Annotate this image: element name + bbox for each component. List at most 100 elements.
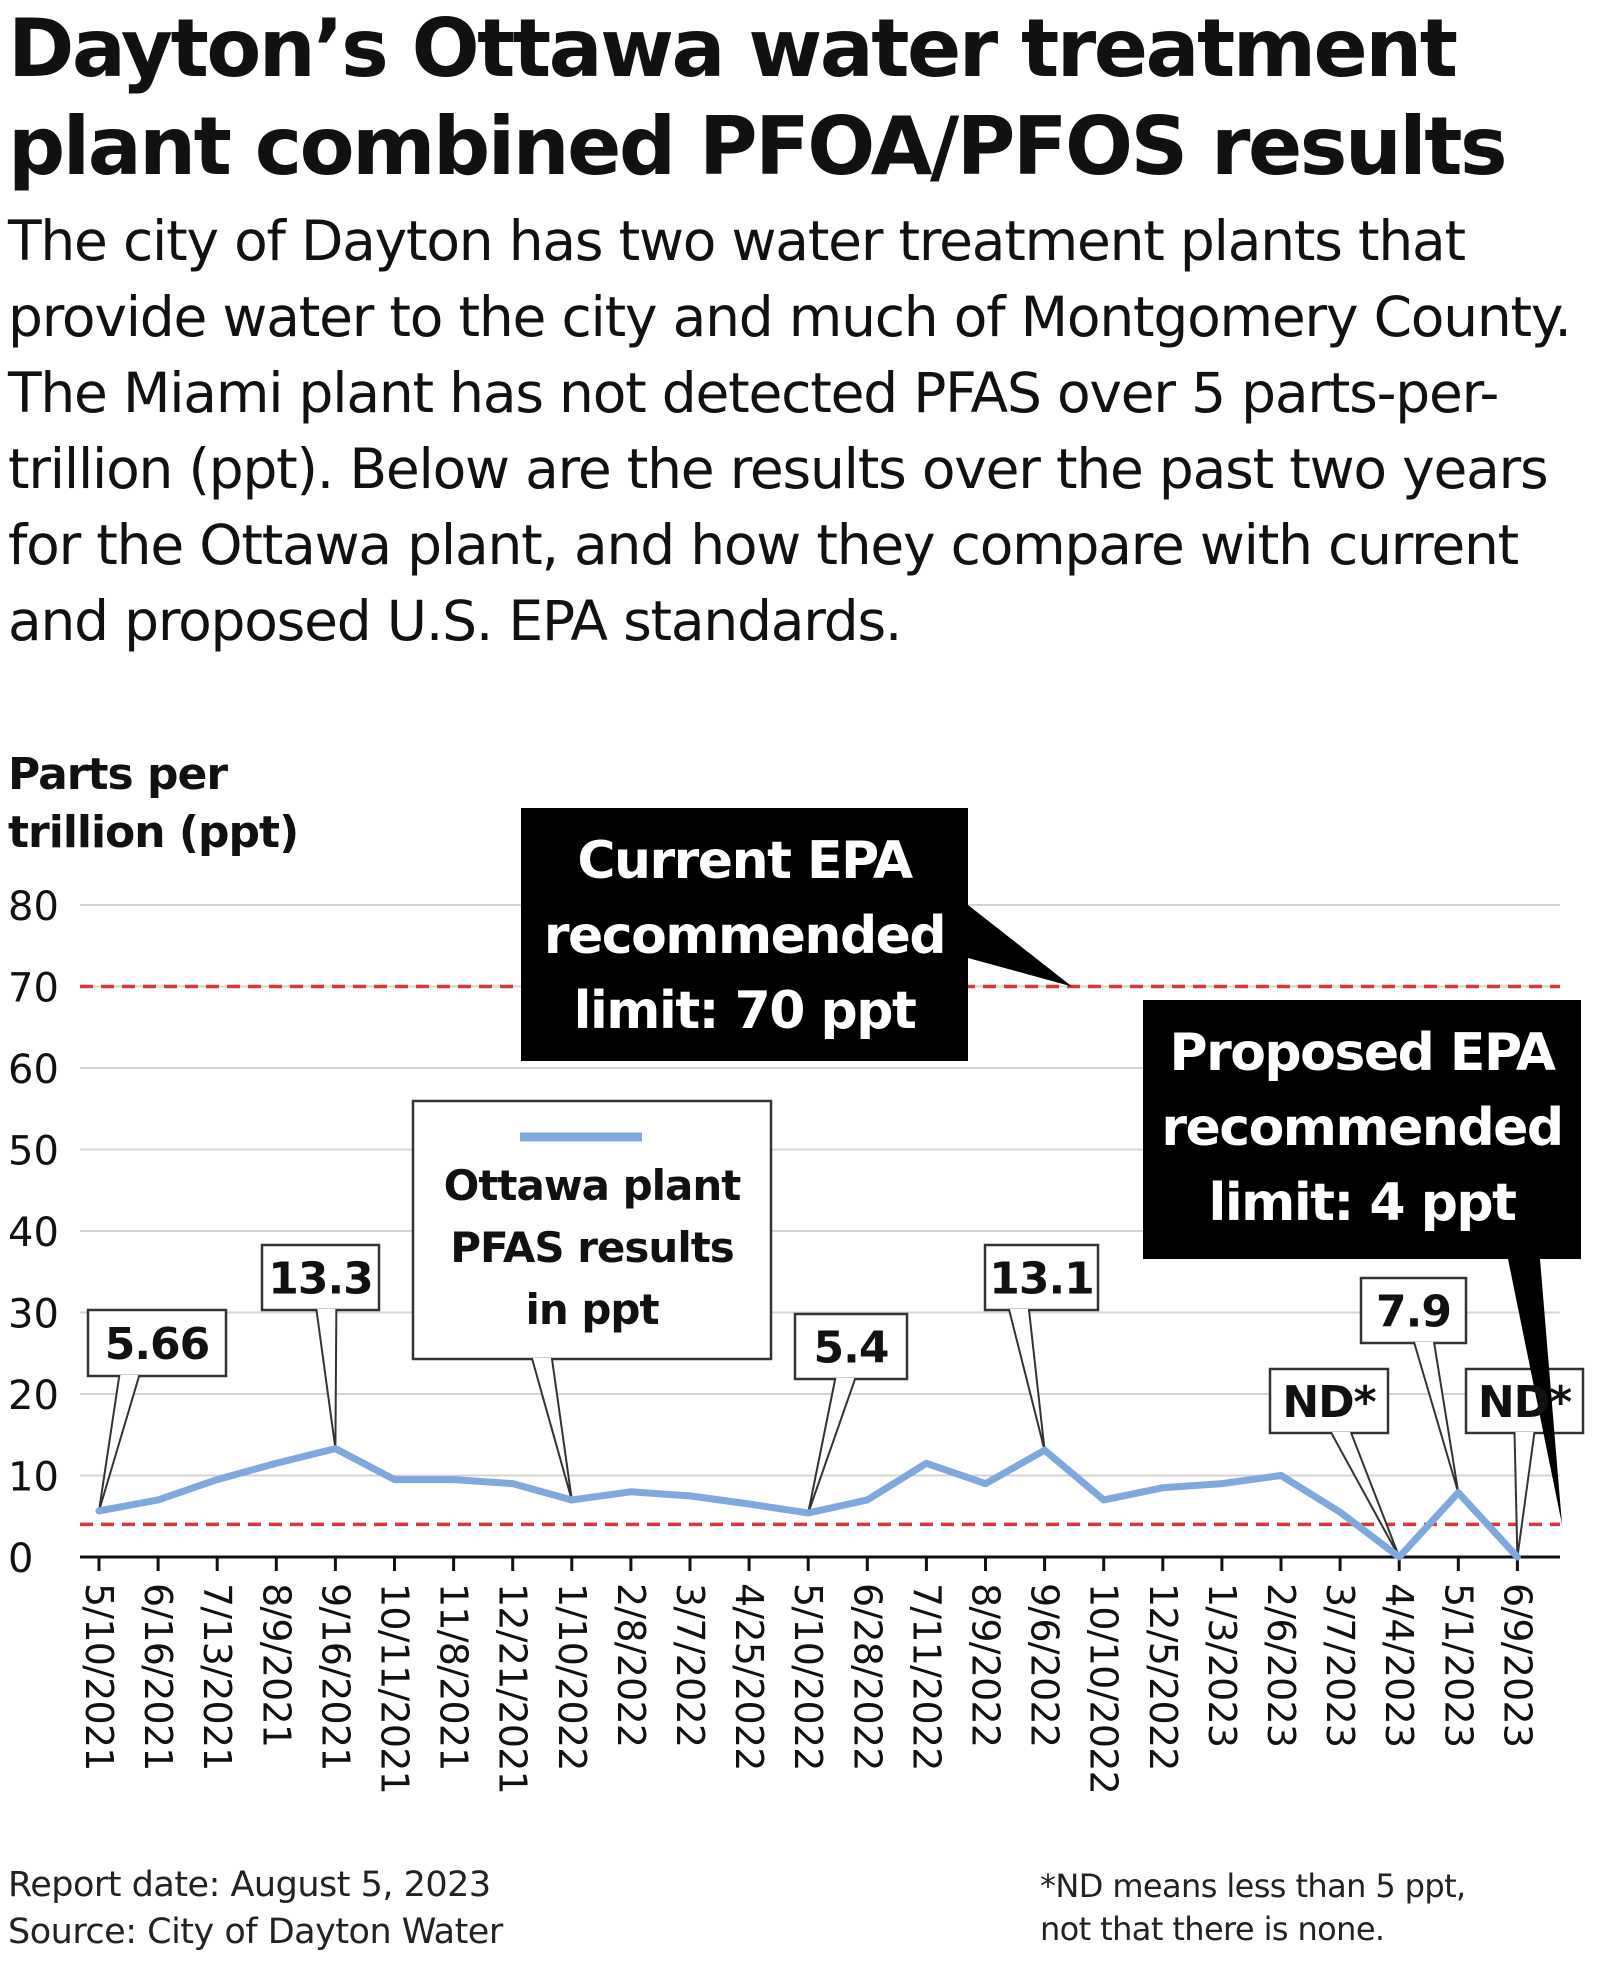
data-point — [334, 1447, 337, 1450]
x-tick-label: 9/6/2022 — [1023, 1583, 1067, 1747]
data-point — [1043, 1449, 1046, 1452]
data-point — [1161, 1486, 1164, 1489]
reference-annotation-pointer — [968, 905, 1072, 987]
footer-left: Report date: August 5, 2023 Source: City… — [8, 1862, 503, 1956]
x-tick-label: 10/11/2021 — [373, 1583, 417, 1794]
data-point — [1220, 1482, 1223, 1485]
data-label: ND* — [1478, 1377, 1572, 1428]
reference-annotation-text: recommended — [544, 906, 945, 966]
data-label-pointer — [1513, 1431, 1536, 1558]
data-point — [98, 1509, 100, 1512]
report-date: Report date: August 5, 2023 — [8, 1865, 491, 1905]
series-line — [95, 1445, 1521, 1561]
data-label-pointer — [98, 1374, 141, 1512]
data-point — [925, 1462, 928, 1465]
footer-note: *ND means less than 5 ppt, not that ther… — [1040, 1865, 1466, 1951]
x-tick-label: 6/16/2021 — [136, 1583, 180, 1771]
reference-annotation-text: limit: 4 ppt — [1209, 1173, 1517, 1233]
legend-pointer — [530, 1357, 573, 1501]
data-label-pointer — [1007, 1308, 1046, 1451]
data-point — [1339, 1511, 1342, 1514]
data-point — [1457, 1491, 1460, 1494]
reference-annotation-pointer — [1508, 1259, 1562, 1525]
x-tick-label: 3/7/2023 — [1318, 1583, 1362, 1747]
y-axis-label-line-1: Parts per — [8, 749, 228, 800]
data-label-box — [86, 1308, 228, 1378]
source-note: Source: City of Dayton Water — [8, 1912, 503, 1952]
x-tick-label: 4/25/2022 — [727, 1583, 771, 1771]
footnote-line-2: not that there is none. — [1040, 1910, 1385, 1948]
x-tick-label: 12/21/2021 — [491, 1583, 535, 1794]
y-tick-label: 40 — [8, 1210, 59, 1256]
x-tick-label: 11/8/2021 — [432, 1583, 476, 1771]
data-labels: Ottawa plant PFAS results in ppt 5.66 13.3 5.… — [105, 1132, 1573, 1428]
data-point — [689, 1494, 691, 1497]
x-tick-label: 5/10/2022 — [786, 1583, 830, 1771]
data-label-box — [260, 1243, 381, 1312]
series-layer — [95, 1445, 1521, 1561]
data-point — [216, 1478, 219, 1481]
y-axis-label: Parts per trillion (ppt) — [8, 746, 328, 862]
x-tick-label: 6/28/2022 — [845, 1583, 889, 1771]
x-tick-label: 7/13/2021 — [195, 1583, 239, 1771]
reference-annotation-text: recommended — [1161, 1098, 1562, 1158]
y-tick-label: 80 — [8, 884, 59, 930]
data-label-pointer — [807, 1377, 857, 1514]
legend-label-line: PFAS results — [450, 1223, 734, 1272]
x-tick-label: 6/9/2023 — [1495, 1583, 1539, 1747]
legend-label-line: Ottawa plant — [444, 1161, 742, 1210]
x-tick-label: 5/1/2023 — [1436, 1583, 1480, 1747]
line-chart: 0 10 20 30 40 50 60 70 80 5/10/2021 6/16/2021 7/13… — [8, 808, 1585, 1794]
callouts — [86, 1099, 1585, 1558]
x-tick-label: 7/11/2022 — [904, 1583, 948, 1771]
x-tick-label: 8/9/2022 — [964, 1583, 1008, 1747]
legend-label-line: in ppt — [525, 1285, 659, 1334]
y-tick-label: 20 — [8, 1373, 59, 1419]
reference-annotation-box — [521, 808, 968, 1061]
data-point — [1102, 1498, 1105, 1501]
x-tick-label: 4/4/2023 — [1377, 1583, 1421, 1747]
data-label-box — [1268, 1367, 1390, 1435]
y-tick-label: 30 — [8, 1292, 59, 1338]
y-tick-label: 60 — [8, 1047, 59, 1093]
chart-subtitle: The city of Dayton has two water treatme… — [8, 209, 1572, 653]
data-point — [511, 1482, 514, 1485]
x-tick-label: 10/10/2022 — [1082, 1583, 1126, 1794]
chart-title-line-2: plant combined PFOA/PFOS results — [8, 100, 1508, 193]
data-label: 13.3 — [268, 1254, 373, 1305]
x-tick-label: 2/6/2023 — [1259, 1583, 1303, 1747]
y-tick-label: 0 — [8, 1536, 33, 1582]
data-point — [1516, 1556, 1519, 1558]
data-point — [452, 1478, 455, 1481]
x-tick-label: 1/3/2023 — [1200, 1583, 1244, 1747]
chart-title: Dayton’s Ottawa water treatment plant co… — [8, 0, 1588, 196]
data-label: 13.1 — [989, 1254, 1094, 1305]
y-tick-label: 50 — [8, 1129, 59, 1175]
data-label-pointer — [1413, 1341, 1460, 1493]
x-tick-label: 9/16/2021 — [313, 1583, 357, 1771]
data-label: 5.4 — [814, 1323, 889, 1374]
data-point — [157, 1498, 160, 1501]
data-point — [1398, 1556, 1401, 1558]
x-tick-label: 5/10/2021 — [77, 1583, 121, 1771]
data-point — [570, 1498, 573, 1501]
footnote-line-1: *ND means less than 5 ppt, — [1040, 1867, 1466, 1905]
data-label-box — [983, 1243, 1100, 1312]
data-label-pointer — [1329, 1431, 1401, 1558]
x-axis: 5/10/2021 6/16/2021 7/13/2021 8/9/2021 9/16/… — [77, 1555, 1560, 1794]
data-point — [807, 1511, 810, 1514]
data-point — [275, 1462, 278, 1465]
y-axis-label-line-2: trillion (ppt) — [8, 807, 299, 858]
data-point — [748, 1503, 751, 1506]
data-label: 5.66 — [105, 1319, 210, 1370]
x-tick-label: 8/9/2021 — [254, 1583, 298, 1747]
x-tick-label: 3/7/2022 — [668, 1583, 712, 1747]
reference-annotation-text: Current EPA — [577, 831, 913, 891]
data-point — [393, 1478, 396, 1481]
x-tick-label: 1/10/2022 — [550, 1583, 594, 1771]
data-point — [1280, 1474, 1282, 1477]
chart-title-line-1: Dayton’s Ottawa water treatment — [8, 2, 1458, 95]
y-tick-label: 70 — [8, 966, 59, 1012]
x-tick-label: 12/5/2022 — [1141, 1583, 1185, 1771]
data-label: 7.9 — [1376, 1287, 1451, 1338]
